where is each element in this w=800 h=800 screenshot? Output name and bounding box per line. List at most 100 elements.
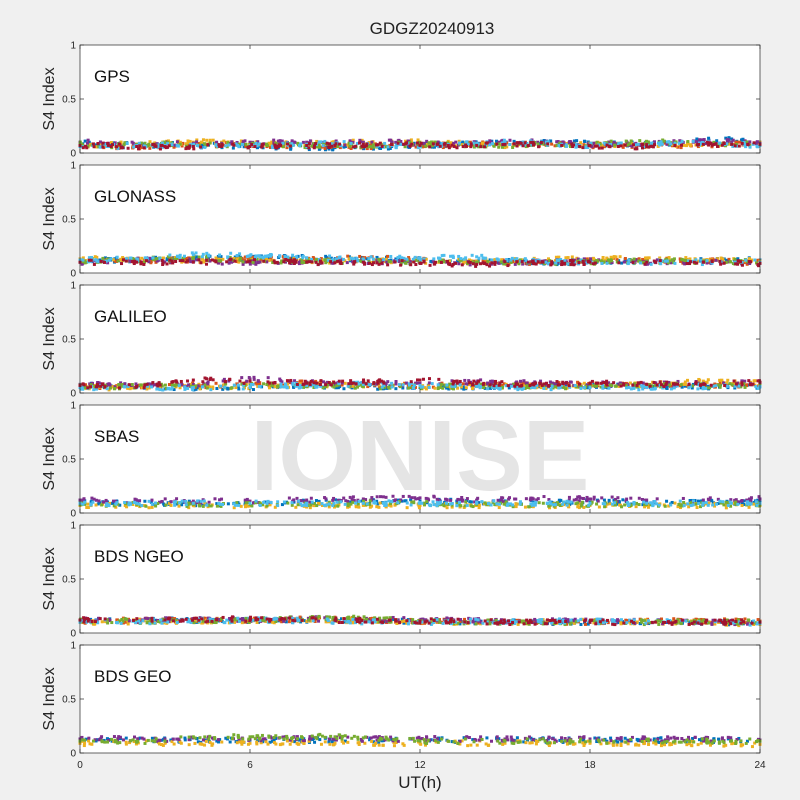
data-point xyxy=(584,146,588,150)
data-point xyxy=(417,256,421,260)
data-point xyxy=(684,144,688,148)
data-point xyxy=(598,142,602,146)
data-point xyxy=(205,251,209,255)
data-point xyxy=(483,386,487,390)
data-point xyxy=(649,141,653,145)
data-point xyxy=(747,505,751,509)
data-point xyxy=(566,262,570,266)
data-point xyxy=(647,142,651,146)
data-point xyxy=(705,261,709,265)
data-point xyxy=(215,502,219,506)
data-point xyxy=(346,499,350,503)
data-point xyxy=(139,141,143,145)
y-tick-label: 0.5 xyxy=(62,95,76,106)
data-point xyxy=(315,139,319,143)
data-point xyxy=(87,258,91,262)
data-point xyxy=(201,380,205,384)
data-point xyxy=(280,259,284,263)
data-point xyxy=(251,259,255,263)
data-point xyxy=(536,142,540,146)
data-point xyxy=(610,495,614,499)
data-point xyxy=(301,254,305,258)
data-point xyxy=(389,254,393,258)
data-point xyxy=(445,383,449,387)
data-point xyxy=(617,384,621,388)
data-point xyxy=(297,144,301,148)
data-point xyxy=(638,385,642,389)
data-point xyxy=(680,385,684,389)
data-point xyxy=(361,497,365,501)
data-point xyxy=(568,385,572,389)
data-point xyxy=(479,145,483,149)
data-point xyxy=(579,258,583,262)
data-point xyxy=(713,382,717,386)
data-point xyxy=(468,263,472,267)
data-point xyxy=(94,387,98,391)
data-point xyxy=(563,142,567,146)
data-point xyxy=(593,144,597,148)
data-point xyxy=(492,384,496,388)
data-point xyxy=(412,386,416,390)
data-point xyxy=(356,380,360,384)
data-point xyxy=(551,381,555,385)
data-point xyxy=(290,259,294,263)
data-point xyxy=(209,388,213,392)
data-point xyxy=(109,257,113,261)
data-point xyxy=(112,499,116,503)
data-point xyxy=(742,382,746,386)
data-point xyxy=(599,144,603,148)
data-point xyxy=(614,255,618,259)
data-point xyxy=(286,382,290,386)
data-point xyxy=(325,380,329,384)
data-point xyxy=(311,383,315,387)
data-point xyxy=(740,383,744,387)
data-point xyxy=(148,146,152,150)
data-point xyxy=(629,387,633,391)
data-point xyxy=(674,384,678,388)
data-point xyxy=(376,502,380,506)
data-point xyxy=(460,263,464,267)
data-point xyxy=(567,495,571,499)
data-point xyxy=(319,379,323,383)
data-point xyxy=(546,257,550,261)
data-point xyxy=(425,139,429,143)
data-point xyxy=(412,500,416,504)
data-point xyxy=(694,502,698,506)
data-point xyxy=(215,259,219,263)
data-point xyxy=(83,261,87,265)
data-point xyxy=(562,262,566,266)
data-point xyxy=(352,257,356,261)
data-point xyxy=(512,382,516,386)
data-point xyxy=(308,260,312,264)
data-point xyxy=(645,260,649,264)
data-point xyxy=(394,257,398,261)
data-point xyxy=(520,260,524,264)
data-point xyxy=(197,501,201,505)
data-point xyxy=(429,259,433,263)
data-point xyxy=(378,387,382,391)
data-point xyxy=(631,383,635,387)
data-point xyxy=(272,259,276,263)
data-point xyxy=(497,383,501,387)
data-point xyxy=(440,258,444,262)
data-point xyxy=(295,382,299,386)
data-point xyxy=(166,255,170,259)
data-point xyxy=(248,386,252,390)
data-point xyxy=(342,145,346,149)
data-point xyxy=(637,388,641,392)
data-point xyxy=(731,144,735,148)
data-point xyxy=(578,496,582,500)
data-point xyxy=(135,145,139,149)
data-point xyxy=(728,140,732,144)
data-point xyxy=(707,136,711,140)
data-point xyxy=(206,380,210,384)
data-point xyxy=(125,505,129,509)
data-point xyxy=(524,497,528,501)
data-point xyxy=(199,501,203,505)
data-point xyxy=(360,138,364,142)
data-point xyxy=(506,264,510,268)
data-point xyxy=(483,501,487,505)
data-point xyxy=(464,386,468,390)
data-point xyxy=(601,256,605,260)
data-point xyxy=(542,138,546,142)
